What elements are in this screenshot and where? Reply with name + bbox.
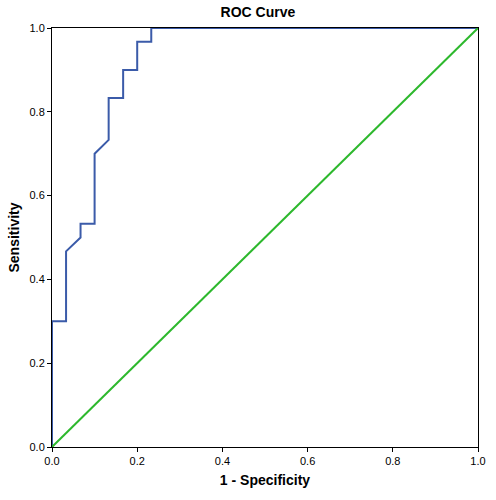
svg-text:0.8: 0.8 [30,106,45,118]
svg-text:0.4: 0.4 [215,455,230,467]
svg-text:0.2: 0.2 [130,455,145,467]
svg-text:1.0: 1.0 [30,22,45,34]
svg-text:0.2: 0.2 [30,357,45,369]
svg-text:ROC Curve: ROC Curve [221,4,296,20]
svg-text:0.8: 0.8 [385,455,400,467]
svg-text:1 - Specificity: 1 - Specificity [220,472,310,488]
svg-text:0.0: 0.0 [44,455,59,467]
svg-text:1.0: 1.0 [470,455,485,467]
svg-text:0.0: 0.0 [30,441,45,453]
svg-text:0.4: 0.4 [30,273,45,285]
svg-text:0.6: 0.6 [300,455,315,467]
svg-text:Sensitivity: Sensitivity [6,202,22,272]
svg-text:0.6: 0.6 [30,189,45,201]
